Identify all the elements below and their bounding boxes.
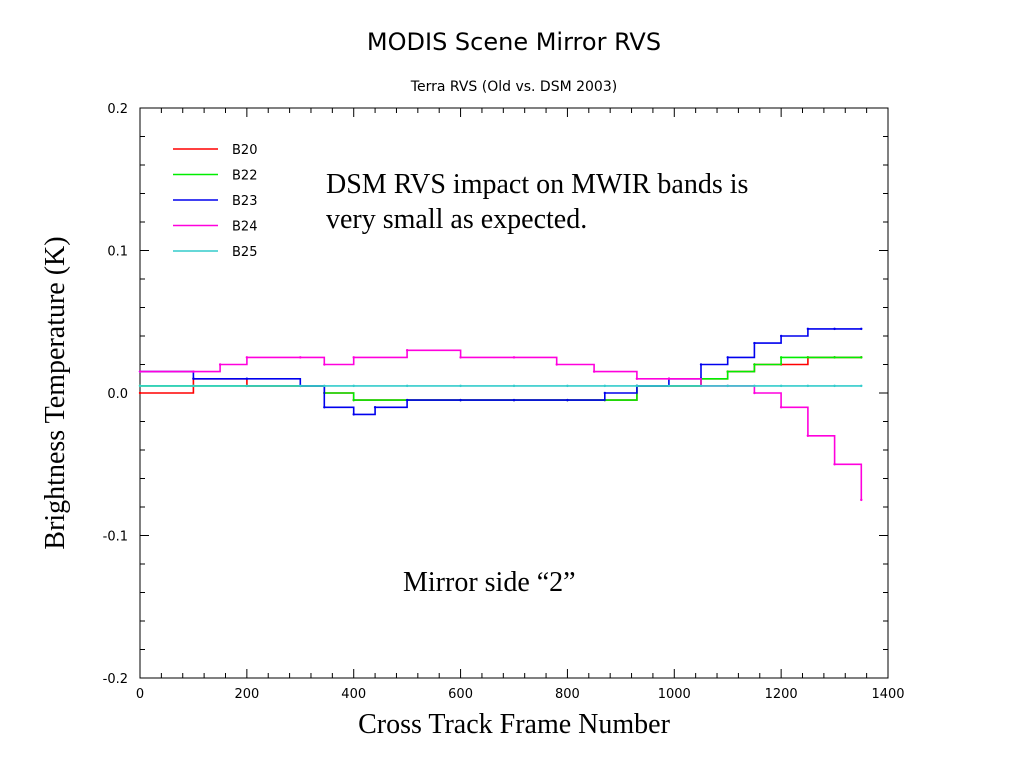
data-point-b23: [323, 406, 326, 409]
data-point-b25: [566, 384, 569, 388]
legend-label-b23: B23: [232, 194, 257, 209]
data-point-b24: [667, 377, 671, 380]
data-point-b22: [753, 363, 756, 366]
legend-label-b24: B24: [232, 220, 257, 235]
data-point-b23: [753, 341, 756, 345]
data-point-b24: [779, 406, 783, 409]
data-point-b24: [138, 370, 142, 373]
data-point-b23: [566, 398, 569, 402]
x-tick-label: 1400: [871, 687, 904, 702]
data-point-b25: [323, 384, 326, 388]
data-point-b25: [860, 384, 863, 388]
data-point-b23: [192, 377, 195, 380]
data-point-b23: [373, 406, 377, 409]
chart-title: MODIS Scene Mirror RVS: [367, 28, 661, 56]
x-tick-label: 600: [448, 687, 473, 702]
data-point-b23: [860, 327, 863, 331]
x-axis-label: Cross Track Frame Number: [358, 709, 671, 740]
y-axis-label: Brightness Temperature (K): [40, 236, 71, 549]
data-point-b23: [726, 356, 729, 359]
data-point-b22: [833, 356, 836, 359]
data-point-b25: [726, 384, 729, 388]
data-point-b22: [726, 370, 729, 373]
data-point-b25: [459, 384, 462, 388]
data-point-b23: [512, 398, 516, 402]
data-point-b24: [352, 356, 355, 359]
legend-label-b20: B20: [232, 143, 257, 158]
data-point-b20: [138, 391, 142, 395]
data-point-b25: [299, 384, 302, 388]
data-point-b24: [860, 498, 863, 502]
data-point-b24: [405, 349, 409, 352]
data-point-b22: [352, 398, 355, 402]
data-point-b23: [405, 398, 409, 402]
data-point-b25: [512, 384, 516, 388]
data-point-b24: [592, 370, 596, 373]
data-point-b24: [833, 463, 836, 466]
data-point-b23: [779, 334, 783, 338]
data-point-b23: [806, 327, 810, 331]
data-point-b25: [603, 384, 607, 388]
data-point-b23: [459, 398, 462, 402]
y-tick-label: 0.0: [107, 387, 128, 402]
x-tick-label: 1000: [658, 687, 691, 702]
data-point-b24: [218, 363, 222, 366]
legend-label-b25: B25: [232, 245, 257, 260]
data-point-b23: [603, 391, 607, 395]
data-point-b25: [833, 384, 836, 388]
annotation-line: very small as expected.: [326, 204, 587, 235]
x-tick-label: 800: [555, 687, 580, 702]
data-point-b25: [806, 384, 810, 388]
x-tick-label: 400: [341, 687, 366, 702]
data-point-b24: [245, 356, 249, 359]
data-point-b25: [245, 384, 249, 388]
data-point-b25: [352, 384, 355, 388]
data-point-b24: [806, 434, 810, 437]
data-point-b25: [192, 384, 195, 388]
annotation-line: DSM RVS impact on MWIR bands is: [326, 169, 748, 200]
data-point-b23: [245, 377, 249, 380]
data-point-b25: [405, 384, 409, 388]
plot-area: 0 200 400 600 800 1000 1200 1400 0.2 0.1 0.0 -0.1 -0…: [103, 102, 905, 702]
annotation-line: Mirror side “2”: [403, 567, 576, 598]
data-point-b24: [323, 363, 326, 366]
data-point-b24: [192, 370, 195, 373]
data-point-b25: [779, 384, 783, 388]
legend-label-b22: B22: [232, 169, 257, 184]
data-point-b24: [555, 363, 558, 366]
y-tick-label: -0.1: [103, 530, 128, 545]
y-tick-label: 0.2: [107, 102, 128, 117]
chart-subtitle: Terra RVS (Old vs. DSM 2003): [410, 79, 617, 95]
x-tick-label: 0: [136, 687, 144, 702]
series-line-b24: [140, 349, 863, 500]
data-point-b24: [512, 356, 516, 359]
data-point-b24: [753, 391, 756, 395]
data-point-b24: [459, 356, 462, 359]
data-point-b25: [753, 384, 756, 388]
data-point-b22: [860, 356, 863, 359]
x-tick-label: 200: [234, 687, 259, 702]
data-point-b25: [635, 384, 639, 388]
data-point-b23: [352, 413, 355, 416]
data-point-b24: [299, 356, 302, 359]
y-tick-label: 0.1: [107, 245, 128, 260]
y-tick-label: -0.2: [103, 672, 128, 687]
data-point-b25: [138, 384, 142, 388]
x-tick-label: 1200: [765, 687, 798, 702]
legend: B20 B22 B23 B24 B25: [173, 143, 257, 260]
annotations: DSM RVS impact on MWIR bands is very smal…: [326, 169, 748, 598]
data-point-b25: [667, 384, 671, 388]
data-point-b22: [806, 356, 810, 359]
data-point-b25: [699, 384, 703, 388]
data-point-b23: [833, 327, 836, 331]
data-point-b24: [635, 377, 639, 380]
data-point-b23: [699, 363, 703, 366]
data-point-b22: [779, 356, 783, 359]
